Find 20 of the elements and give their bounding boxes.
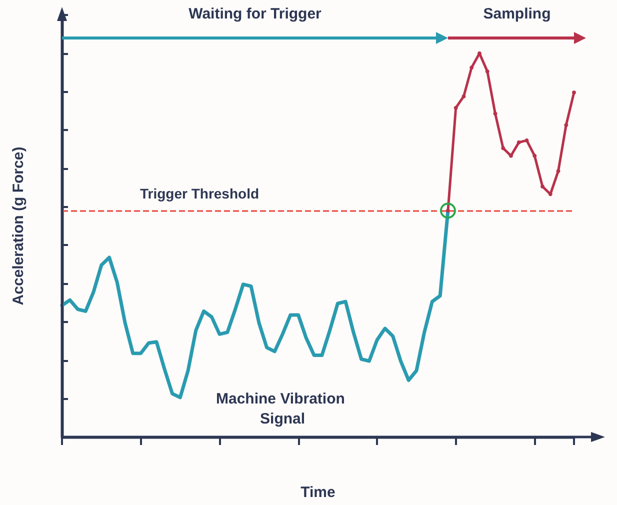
point <box>462 94 466 98</box>
x-axis-title: Time <box>300 484 336 501</box>
point <box>564 123 568 128</box>
text: Machine Vibration Signal <box>216 390 350 428</box>
point <box>470 66 474 70</box>
text: Sampling <box>483 6 551 22</box>
ref-line-label: Trigger Threshold <box>140 186 260 202</box>
point <box>501 146 506 150</box>
point <box>524 138 529 142</box>
y-axis-title: Acceleration (g Force) <box>10 146 27 306</box>
point <box>532 154 537 158</box>
point <box>556 169 560 174</box>
point <box>485 69 490 74</box>
point <box>493 112 498 116</box>
point <box>572 90 576 94</box>
point <box>508 154 513 158</box>
point <box>454 106 458 110</box>
point <box>540 184 544 188</box>
text: Waiting for Trigger <box>188 6 322 22</box>
point <box>516 140 521 144</box>
